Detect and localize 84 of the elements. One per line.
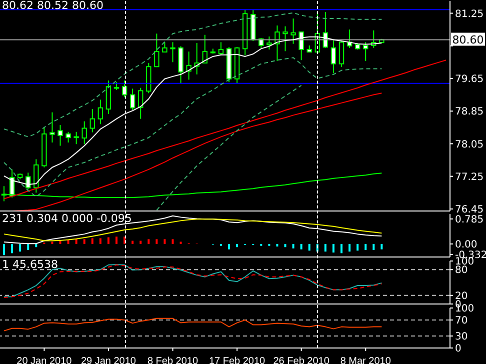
- candlestick: [154, 33, 160, 68]
- x-tick-label: 8 Mar 2010: [340, 356, 392, 364]
- bar: [292, 244, 294, 248]
- y-tick-label: 78.05: [455, 139, 484, 150]
- bar: [27, 244, 30, 250]
- candlestick: [266, 36, 272, 50]
- annotation: 1 45.6538: [2, 258, 58, 271]
- candlestick: [330, 40, 336, 74]
- bar: [276, 244, 278, 246]
- candlestick: [82, 120, 87, 145]
- candlestick: [290, 18, 296, 44]
- x-tick-label: 8 Feb 2010: [147, 356, 198, 364]
- candlestick: [130, 88, 136, 110]
- bar: [332, 244, 334, 253]
- candlestick: [338, 40, 344, 68]
- bar: [356, 244, 359, 251]
- x-tick-label: 20 Jan 2010: [16, 356, 72, 364]
- candlestick: [74, 131, 79, 145]
- x-tick-label: 17 Feb 2010: [208, 356, 266, 364]
- bar: [372, 244, 375, 250]
- ref-line-label: 80.60: [452, 34, 484, 47]
- line-series: [4, 12, 382, 138]
- bar: [19, 244, 22, 252]
- bar: [340, 244, 342, 254]
- candlestick: [282, 26, 288, 52]
- bar: [99, 238, 102, 244]
- candlestick: [202, 34, 208, 64]
- candlestick: [363, 42, 368, 62]
- bar: [148, 239, 150, 244]
- y-tick-label: 79.65: [455, 74, 484, 86]
- candlestick: [274, 24, 280, 62]
- bar: [107, 237, 110, 244]
- annotation: 80.62 80.52 80.60: [2, 0, 104, 12]
- bar: [300, 244, 302, 250]
- bar: [364, 244, 367, 250]
- bar: [75, 239, 78, 244]
- candlestick: [34, 158, 39, 194]
- y-tick-label: 76.45: [455, 204, 484, 216]
- bar: [236, 244, 238, 248]
- candlestick: [58, 124, 63, 146]
- bar: [140, 240, 142, 244]
- y-tick-label: 30: [455, 332, 468, 343]
- y-tick-label: 78.85: [455, 106, 484, 118]
- candlestick: [90, 108, 95, 133]
- y-tick-label: 81.25: [455, 8, 484, 20]
- candlestick: [66, 131, 71, 143]
- bar: [83, 239, 86, 244]
- bar: [172, 239, 174, 244]
- bar: [132, 240, 134, 244]
- candlestick: [138, 87, 144, 120]
- bar: [348, 244, 351, 252]
- bar: [284, 244, 286, 248]
- candlestick: [162, 42, 168, 52]
- bar: [3, 244, 5, 256]
- y-tick-label: 0.00: [455, 239, 478, 250]
- line-series: [4, 57, 382, 198]
- annotation: 231 0.304 0.000 -0.095: [2, 212, 132, 225]
- candlestick: [218, 42, 224, 56]
- bar: [35, 244, 38, 248]
- bar: [324, 244, 326, 252]
- y-tick-label: 80: [455, 265, 468, 276]
- y-tick-label: 77.25: [455, 172, 484, 183]
- bar: [308, 244, 310, 251]
- bar: [116, 236, 118, 244]
- bar: [91, 238, 94, 244]
- y-tick-label: 0.785: [455, 214, 484, 226]
- candlestick: [106, 80, 112, 114]
- x-tick-label: 29 Jan 2010: [80, 356, 136, 364]
- bar: [156, 239, 158, 244]
- y-tick-label: 70: [455, 316, 468, 327]
- bar: [59, 241, 62, 244]
- candlestick: [98, 99, 104, 125]
- x-tick-label: 26 Feb 2010: [273, 356, 330, 364]
- line-series: [156, 84, 302, 211]
- bar: [11, 244, 14, 254]
- candlestick: [186, 51, 192, 80]
- bar: [228, 244, 230, 250]
- candlestick: [170, 42, 176, 63]
- bar: [380, 244, 383, 250]
- y-tick-label: 0: [455, 344, 462, 355]
- line-series: [4, 60, 446, 200]
- bar: [164, 239, 166, 244]
- candlestick: [50, 112, 55, 143]
- line-series: [4, 318, 382, 332]
